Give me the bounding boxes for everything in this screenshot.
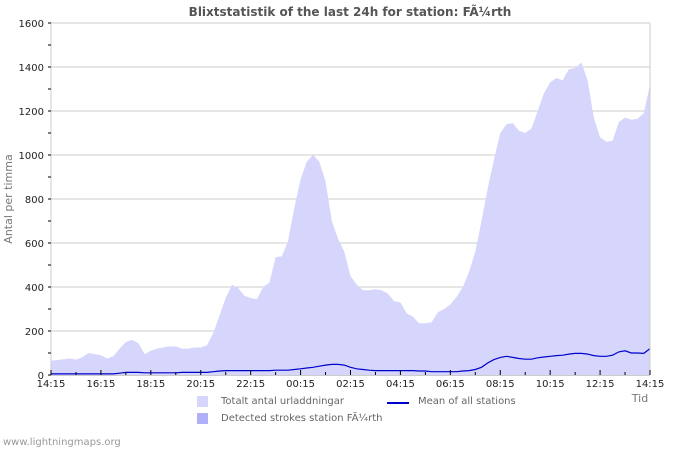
source-link[interactable]: www.lightningmaps.org <box>3 437 121 448</box>
x-tick-label: 22:15 <box>236 379 265 390</box>
y-axis-title: Antal per timma <box>2 154 15 243</box>
x-tick-label: 10:15 <box>536 379 565 390</box>
y-tick-label: 600 <box>25 239 44 250</box>
y-tick-label: 1200 <box>19 107 44 118</box>
x-tick-label: 14:15 <box>636 379 665 390</box>
chart-title: Blixtstatistik of the last 24h for stati… <box>188 5 512 19</box>
legend-label-detected: Detected strokes station FÃ¼rth <box>221 413 383 424</box>
legend-label-mean: Mean of all stations <box>418 396 516 407</box>
x-axis-ticks: 14:15 16:15 18:15 20:15 22:15 00:15 02:15 04:15… <box>37 370 665 390</box>
x-tick-label: 16:15 <box>87 379 116 390</box>
legend-label-total: Totalt antal urladdningar <box>221 396 345 407</box>
y-tick-label: 1000 <box>19 151 44 162</box>
x-tick-label: 04:15 <box>386 379 415 390</box>
x-tick-label: 06:15 <box>436 379 465 390</box>
y-tick-label: 1400 <box>19 63 44 74</box>
legend-swatch-detected <box>197 413 208 424</box>
x-tick-label: 18:15 <box>136 379 165 390</box>
y-axis-ticks: 0 200 400 600 800 1000 1200 1400 1600 <box>19 19 51 382</box>
x-tick-label: 14:15 <box>37 379 66 390</box>
y-tick-label: 800 <box>25 195 44 206</box>
x-tick-label: 02:15 <box>336 379 365 390</box>
y-tick-label: 1600 <box>19 19 44 30</box>
x-tick-label: 12:15 <box>586 379 615 390</box>
y-tick-label: 200 <box>25 327 44 338</box>
legend-line-mean <box>387 402 409 404</box>
x-tick-label: 00:15 <box>286 379 315 390</box>
x-tick-label: 08:15 <box>486 379 515 390</box>
legend-swatch-total <box>197 396 208 407</box>
y-tick-label: 400 <box>25 283 44 294</box>
x-axis-title: Tid <box>631 392 648 405</box>
y-tick-label: 0 <box>38 371 44 382</box>
series-total-discharges <box>51 62 650 375</box>
total-discharges-area <box>51 62 650 375</box>
x-tick-label: 20:15 <box>186 379 215 390</box>
